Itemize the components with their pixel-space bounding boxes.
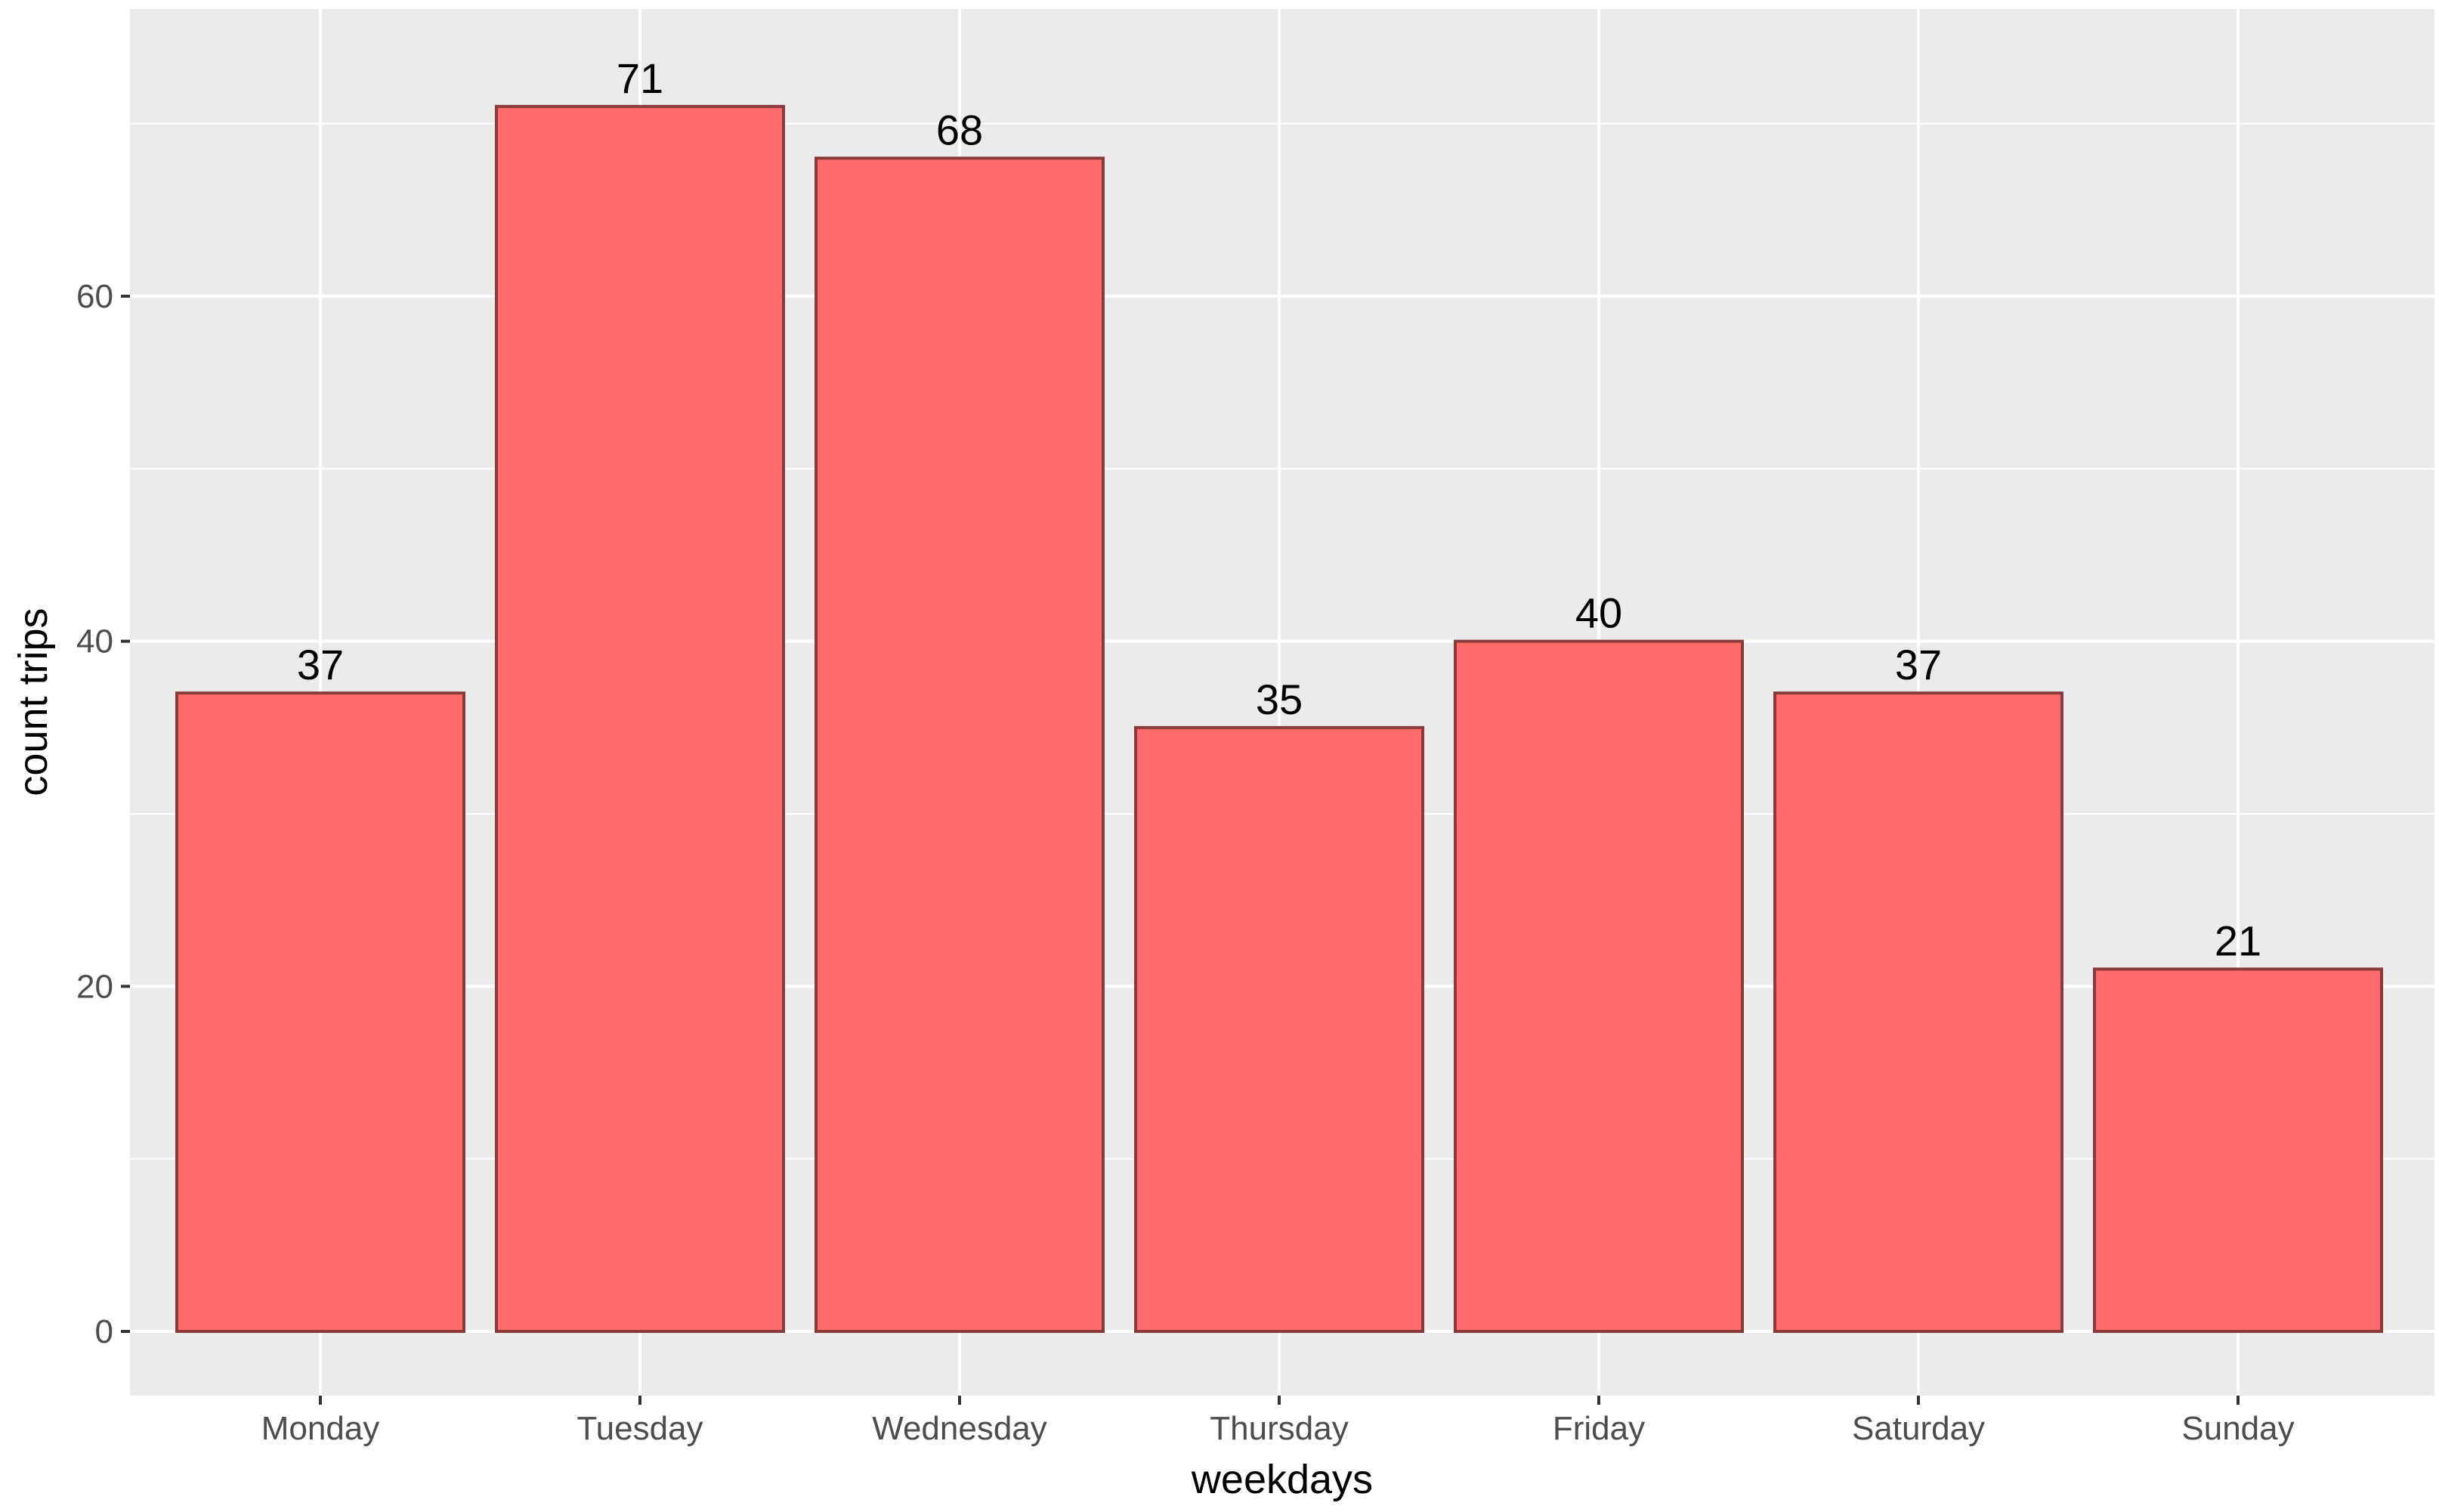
data-label: 21 — [2215, 917, 2261, 965]
y-axis-title: count trips — [11, 608, 56, 796]
data-labels: 37 71 68 35 40 37 21 — [297, 54, 2261, 965]
x-axis-title: weekdays — [1191, 1457, 1373, 1502]
bars — [175, 104, 2383, 1333]
data-label: 68 — [936, 106, 983, 153]
bar — [1773, 691, 2063, 1333]
bar — [1134, 725, 1424, 1333]
data-label: 71 — [617, 54, 663, 102]
bar — [495, 104, 785, 1333]
bar — [2093, 967, 2383, 1333]
y-tick-label: 60 — [76, 278, 113, 315]
y-tick-label: 0 — [95, 1313, 113, 1350]
y-tick-label: 20 — [76, 968, 113, 1005]
x-axis-ticks: Monday Tuesday Wednesday Thursday Friday Satu… — [261, 1396, 2295, 1447]
x-tick-label: Thursday — [1210, 1410, 1348, 1447]
x-tick-label: Saturday — [1852, 1410, 1985, 1447]
data-label: 37 — [1895, 641, 1942, 688]
y-axis-ticks: 0 20 40 60 — [76, 278, 130, 1350]
data-label: 37 — [297, 641, 344, 688]
x-tick-label: Monday — [261, 1410, 380, 1447]
x-tick-label: Tuesday — [577, 1410, 703, 1447]
bar — [175, 691, 465, 1333]
x-tick-label: Sunday — [2181, 1410, 2294, 1447]
data-label: 40 — [1575, 589, 1622, 637]
bar — [815, 156, 1105, 1333]
y-tick-label: 40 — [76, 623, 113, 660]
data-label: 35 — [1256, 676, 1303, 723]
x-tick-label: Wednesday — [872, 1410, 1047, 1447]
x-tick-label: Friday — [1553, 1410, 1645, 1447]
bar — [1454, 639, 1744, 1333]
